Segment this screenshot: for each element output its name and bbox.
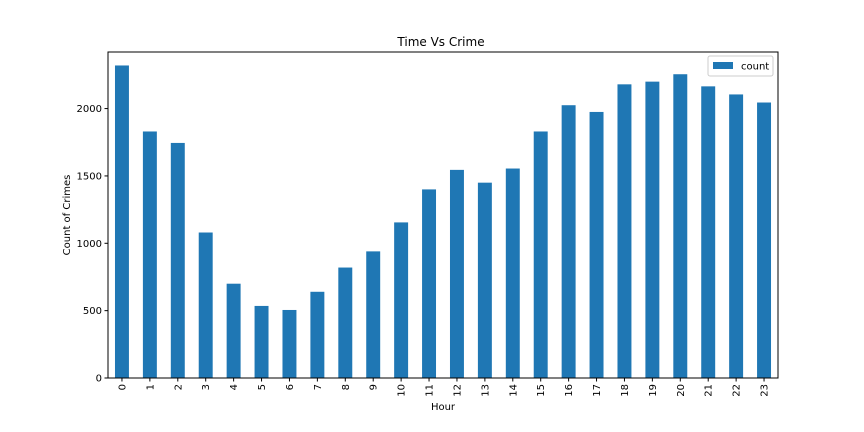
legend-swatch xyxy=(713,62,733,69)
bar-hour-7 xyxy=(310,291,325,378)
x-tick-label: 12 xyxy=(452,384,463,397)
bar-hour-13 xyxy=(477,182,492,378)
x-tick-label: 15 xyxy=(536,384,547,397)
x-tick-label: 19 xyxy=(648,384,659,397)
x-tick-label: 17 xyxy=(592,384,603,397)
x-tick-label: 6 xyxy=(285,384,296,390)
x-tick-label: 16 xyxy=(564,384,575,397)
chart-title: Time Vs Crime xyxy=(396,35,484,49)
x-axis-ticks: 0 1 2 3 4 5 6 7 8 9 10 11 12 13 14 15 16 17 18 19 20 21 22 23 xyxy=(117,378,771,397)
legend-frame xyxy=(707,55,774,77)
bar-hour-17 xyxy=(589,111,604,378)
y-tick-label: 1500 xyxy=(77,171,102,182)
bar-hour-3 xyxy=(198,232,213,378)
bar-hour-16 xyxy=(561,105,576,378)
y-tick-label: 1000 xyxy=(77,239,102,250)
x-tick-label: 13 xyxy=(480,384,491,397)
x-tick-label: 22 xyxy=(732,384,743,397)
bar-hour-1 xyxy=(142,131,157,378)
x-tick-label: 9 xyxy=(369,384,380,390)
bar-hour-9 xyxy=(366,251,381,378)
bar-hour-0 xyxy=(114,65,129,379)
bar-hour-15 xyxy=(533,131,548,378)
bar-hour-8 xyxy=(338,267,353,378)
bar-hour-19 xyxy=(645,81,660,379)
bar-hour-23 xyxy=(757,102,772,378)
x-tick-label: 7 xyxy=(313,384,324,390)
x-tick-label: 3 xyxy=(201,384,212,390)
x-tick-label: 21 xyxy=(704,384,715,397)
bar-hour-22 xyxy=(729,94,744,378)
x-tick-label: 10 xyxy=(397,384,408,397)
x-tick-label: 2 xyxy=(173,384,184,390)
bar-hour-2 xyxy=(170,142,185,378)
x-tick-label: 5 xyxy=(257,384,268,390)
y-tick-label: 500 xyxy=(83,306,102,317)
bar-hour-18 xyxy=(617,84,632,379)
y-tick-label: 2000 xyxy=(77,104,102,115)
x-tick-label: 14 xyxy=(508,384,519,397)
x-tick-label: 0 xyxy=(117,384,128,390)
bar-hour-12 xyxy=(449,169,464,378)
x-axis-label: Hour xyxy=(431,402,456,413)
x-tick-label: 18 xyxy=(620,384,631,397)
bar-hour-14 xyxy=(505,168,520,378)
legend: count xyxy=(707,55,774,77)
bar-hour-10 xyxy=(394,222,409,378)
x-tick-label: 1 xyxy=(145,384,156,390)
bars-group xyxy=(114,65,772,379)
y-tick-label: 0 xyxy=(96,374,102,385)
x-tick-label: 8 xyxy=(341,384,352,390)
bar-hour-20 xyxy=(673,74,688,379)
bar-hour-11 xyxy=(422,189,437,378)
x-tick-label: 11 xyxy=(425,384,436,397)
bar-hour-5 xyxy=(254,305,269,378)
x-tick-label: 4 xyxy=(229,384,240,390)
x-tick-label: 20 xyxy=(676,384,687,397)
x-tick-label: 23 xyxy=(760,384,771,397)
legend-label: count xyxy=(741,62,769,73)
bar-hour-4 xyxy=(226,283,241,378)
bar-hour-21 xyxy=(701,86,716,378)
y-axis-label: Count of Crimes xyxy=(62,175,73,256)
plot-frame xyxy=(107,51,779,379)
y-axis-ticks: 0 500 1000 1500 2000 xyxy=(77,104,108,385)
bar-hour-6 xyxy=(282,309,297,378)
